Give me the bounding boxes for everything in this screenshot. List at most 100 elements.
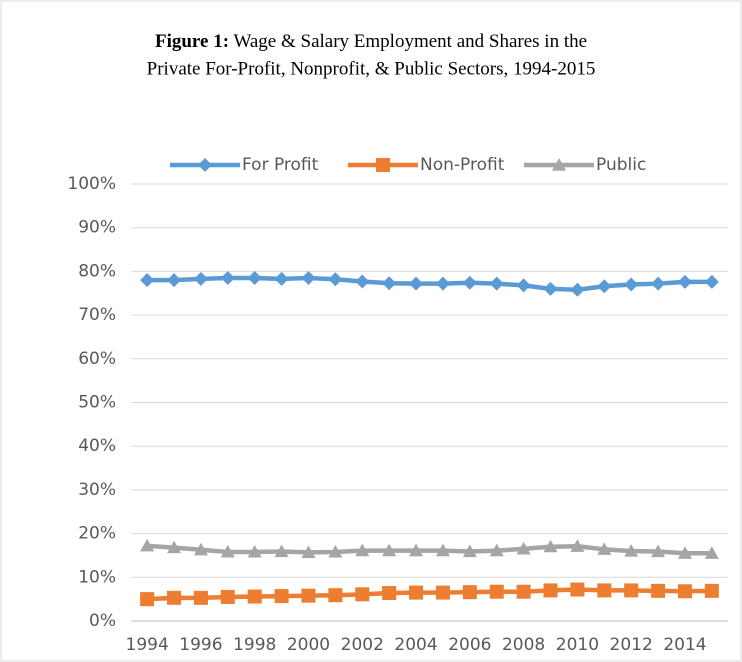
marker: [140, 538, 155, 552]
x-tick-label: 1996: [179, 635, 222, 655]
marker: [193, 542, 208, 556]
marker: [247, 589, 262, 604]
marker: [220, 544, 235, 558]
x-tick-label: 1998: [233, 635, 276, 655]
marker: [328, 588, 343, 603]
marker: [274, 271, 289, 286]
marker: [543, 539, 558, 553]
marker: [704, 583, 719, 598]
marker: [597, 583, 612, 598]
marker: [274, 544, 289, 558]
legend-label: Public: [596, 155, 646, 175]
marker: [274, 589, 289, 604]
x-tick-label: 2002: [341, 635, 384, 655]
marker: [704, 546, 719, 559]
marker: [677, 584, 692, 599]
title-line: Wage & Salary Employment and Shares in t…: [233, 31, 587, 52]
y-tick-label: 20%: [78, 524, 116, 544]
marker: [193, 590, 208, 605]
marker: [220, 270, 235, 285]
marker: [409, 276, 424, 291]
legend-label: Non-Profit: [420, 155, 505, 175]
marker: [570, 582, 585, 597]
marker: [376, 158, 390, 172]
x-tick-label: 2006: [448, 635, 491, 655]
marker: [355, 274, 370, 289]
marker: [597, 542, 612, 555]
marker: [382, 276, 397, 291]
x-tick-label: 2000: [287, 635, 330, 655]
marker: [516, 541, 531, 555]
marker: [552, 158, 566, 171]
marker: [301, 588, 316, 603]
x-tick-label: 1994: [126, 635, 169, 655]
marker: [355, 587, 370, 602]
title-prefix: Figure 1:: [155, 31, 229, 52]
marker: [489, 584, 504, 599]
marker: [462, 544, 477, 558]
marker: [193, 271, 208, 286]
marker: [198, 158, 212, 172]
marker: [435, 543, 450, 557]
marker: [167, 273, 182, 288]
marker: [516, 278, 531, 293]
marker: [651, 583, 666, 598]
marker: [677, 274, 692, 289]
marker: [704, 274, 719, 289]
marker: [409, 543, 424, 557]
title-line: Private For-Profit, Nonprofit, & Public …: [147, 58, 596, 79]
marker: [382, 543, 397, 557]
marker: [247, 270, 262, 285]
chart-title: Figure 1: Wage & Salary Employment and S…: [155, 31, 587, 52]
marker: [247, 544, 262, 558]
marker: [301, 270, 316, 285]
series-line: [147, 587, 712, 602]
legend-label: For Profit: [242, 155, 319, 175]
marker: [462, 585, 477, 600]
marker: [301, 545, 316, 558]
x-tick-label: 2010: [556, 635, 599, 655]
y-tick-label: 10%: [78, 567, 116, 587]
marker: [220, 589, 235, 604]
marker: [570, 282, 585, 297]
marker: [677, 546, 692, 559]
marker: [328, 544, 343, 558]
marker: [489, 543, 504, 557]
marker: [140, 273, 155, 288]
marker: [624, 544, 639, 557]
y-tick-label: 40%: [78, 436, 116, 456]
y-tick-label: 30%: [78, 480, 116, 500]
marker: [435, 276, 450, 291]
marker: [167, 590, 182, 605]
marker: [651, 276, 666, 291]
marker: [516, 584, 531, 599]
marker: [355, 543, 370, 557]
marker: [167, 540, 182, 554]
marker: [624, 583, 639, 598]
marker: [624, 277, 639, 292]
series-line: [147, 275, 712, 293]
x-tick-label: 2012: [610, 635, 653, 655]
y-tick-label: 60%: [78, 349, 116, 369]
y-tick-label: 80%: [78, 261, 116, 281]
marker: [382, 586, 397, 601]
x-tick-label: 2014: [663, 635, 706, 655]
marker: [140, 592, 155, 607]
y-tick-label: 50%: [78, 393, 116, 413]
marker: [543, 583, 558, 598]
marker: [597, 279, 612, 294]
y-tick-label: 90%: [78, 218, 116, 238]
series-line: [146, 543, 712, 556]
y-tick-label: 100%: [67, 174, 116, 194]
y-tick-label: 70%: [78, 305, 116, 325]
x-tick-label: 2008: [502, 635, 545, 655]
marker: [328, 272, 343, 287]
y-tick-label: 0%: [89, 611, 116, 631]
marker: [462, 275, 477, 290]
marker: [543, 281, 558, 296]
marker: [409, 585, 424, 600]
marker: [489, 276, 504, 291]
marker: [435, 585, 450, 600]
